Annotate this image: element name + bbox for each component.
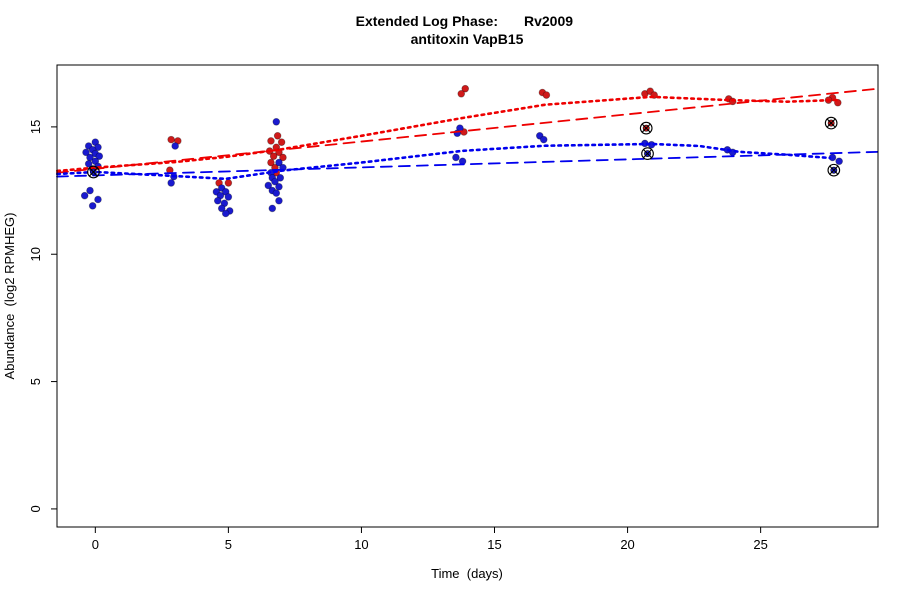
data-point-red bbox=[267, 137, 275, 145]
plot-box bbox=[56, 64, 879, 528]
data-point-blue bbox=[275, 196, 283, 205]
x-axis-title: Time (days) bbox=[431, 566, 503, 581]
y-tick-label: 15 bbox=[28, 120, 43, 134]
data-point-blue bbox=[213, 196, 222, 205]
data-point-red bbox=[269, 152, 278, 160]
data-point-blue bbox=[86, 186, 94, 195]
x-tick-label: 5 bbox=[225, 537, 232, 552]
blue-outliers-marker bbox=[827, 163, 841, 177]
data-point-red bbox=[279, 153, 287, 162]
data-point-blue bbox=[94, 195, 102, 204]
data-point-blue bbox=[84, 160, 93, 168]
data-point-red bbox=[461, 84, 470, 93]
chart-title-line1-right: Rv2009 bbox=[524, 13, 573, 29]
data-point-blue bbox=[80, 191, 89, 200]
data-point-blue bbox=[95, 152, 104, 160]
data-point-blue bbox=[452, 153, 460, 162]
outlier-ring bbox=[639, 121, 653, 135]
chart-title-line1-left: Extended Log Phase: bbox=[356, 13, 498, 29]
blue-outliers-marker bbox=[641, 147, 654, 160]
outlier-x-stroke bbox=[642, 148, 653, 159]
data-point-red bbox=[224, 179, 233, 187]
y-axis-title: Abundance (log2 RPMHEG) bbox=[2, 213, 17, 380]
blue-lowess-line bbox=[55, 142, 832, 181]
data-point-blue bbox=[268, 204, 277, 213]
data-point-blue bbox=[224, 193, 233, 201]
data-point-blue bbox=[88, 202, 97, 210]
outlier-ring bbox=[87, 165, 100, 179]
data-point-red bbox=[457, 89, 466, 98]
red-outliers-marker bbox=[824, 116, 838, 130]
data-point-blue bbox=[217, 204, 226, 213]
data-point-blue bbox=[221, 209, 230, 218]
data-point-blue bbox=[539, 135, 548, 144]
data-point-blue bbox=[835, 157, 843, 166]
outlier-markers-layer bbox=[87, 116, 841, 179]
trend-lines-layer bbox=[55, 87, 879, 181]
outlier-ring bbox=[641, 147, 654, 160]
data-point-red bbox=[167, 135, 175, 144]
data-point-blue bbox=[275, 182, 283, 191]
y-tick-label: 5 bbox=[28, 378, 43, 385]
x-tick-label: 15 bbox=[487, 537, 501, 552]
outlier-x-stroke bbox=[88, 167, 99, 177]
red-lowess-line bbox=[55, 95, 842, 173]
blue-outliers-marker bbox=[87, 165, 100, 179]
red-outliers-marker bbox=[639, 121, 653, 135]
blue-regression-line bbox=[56, 150, 879, 178]
data-point-blue bbox=[272, 117, 281, 126]
y-tick-label: 0 bbox=[28, 505, 43, 512]
data-point-blue bbox=[264, 181, 273, 190]
data-point-blue bbox=[171, 142, 179, 150]
x-tick-label: 25 bbox=[753, 537, 767, 552]
data-point-blue bbox=[275, 158, 283, 167]
x-tick-label: 0 bbox=[92, 537, 99, 552]
y-tick-label: 10 bbox=[28, 247, 43, 261]
outlier-x-stroke bbox=[641, 123, 651, 133]
data-point-red bbox=[267, 158, 275, 167]
x-tick-label: 10 bbox=[354, 537, 368, 552]
data-point-blue bbox=[272, 189, 281, 197]
outlier-ring bbox=[827, 163, 841, 177]
outlier-x-stroke bbox=[829, 165, 839, 175]
data-point-blue bbox=[167, 179, 175, 187]
data-point-blue bbox=[271, 177, 279, 186]
data-point-blue bbox=[82, 148, 90, 157]
x-tick-label: 20 bbox=[620, 537, 634, 552]
data-point-red bbox=[273, 132, 282, 140]
data-point-red bbox=[542, 91, 551, 99]
outlier-x-stroke bbox=[826, 118, 836, 128]
red-regression-line bbox=[56, 87, 879, 174]
data-point-blue bbox=[276, 174, 285, 182]
axes-layer: 0 5 10 15 20 25 0 5 10 15 bbox=[28, 120, 768, 552]
chart-title-line2: antitoxin VapB15 bbox=[411, 31, 524, 47]
outlier-ring bbox=[824, 116, 838, 130]
data-point-red bbox=[277, 138, 286, 146]
